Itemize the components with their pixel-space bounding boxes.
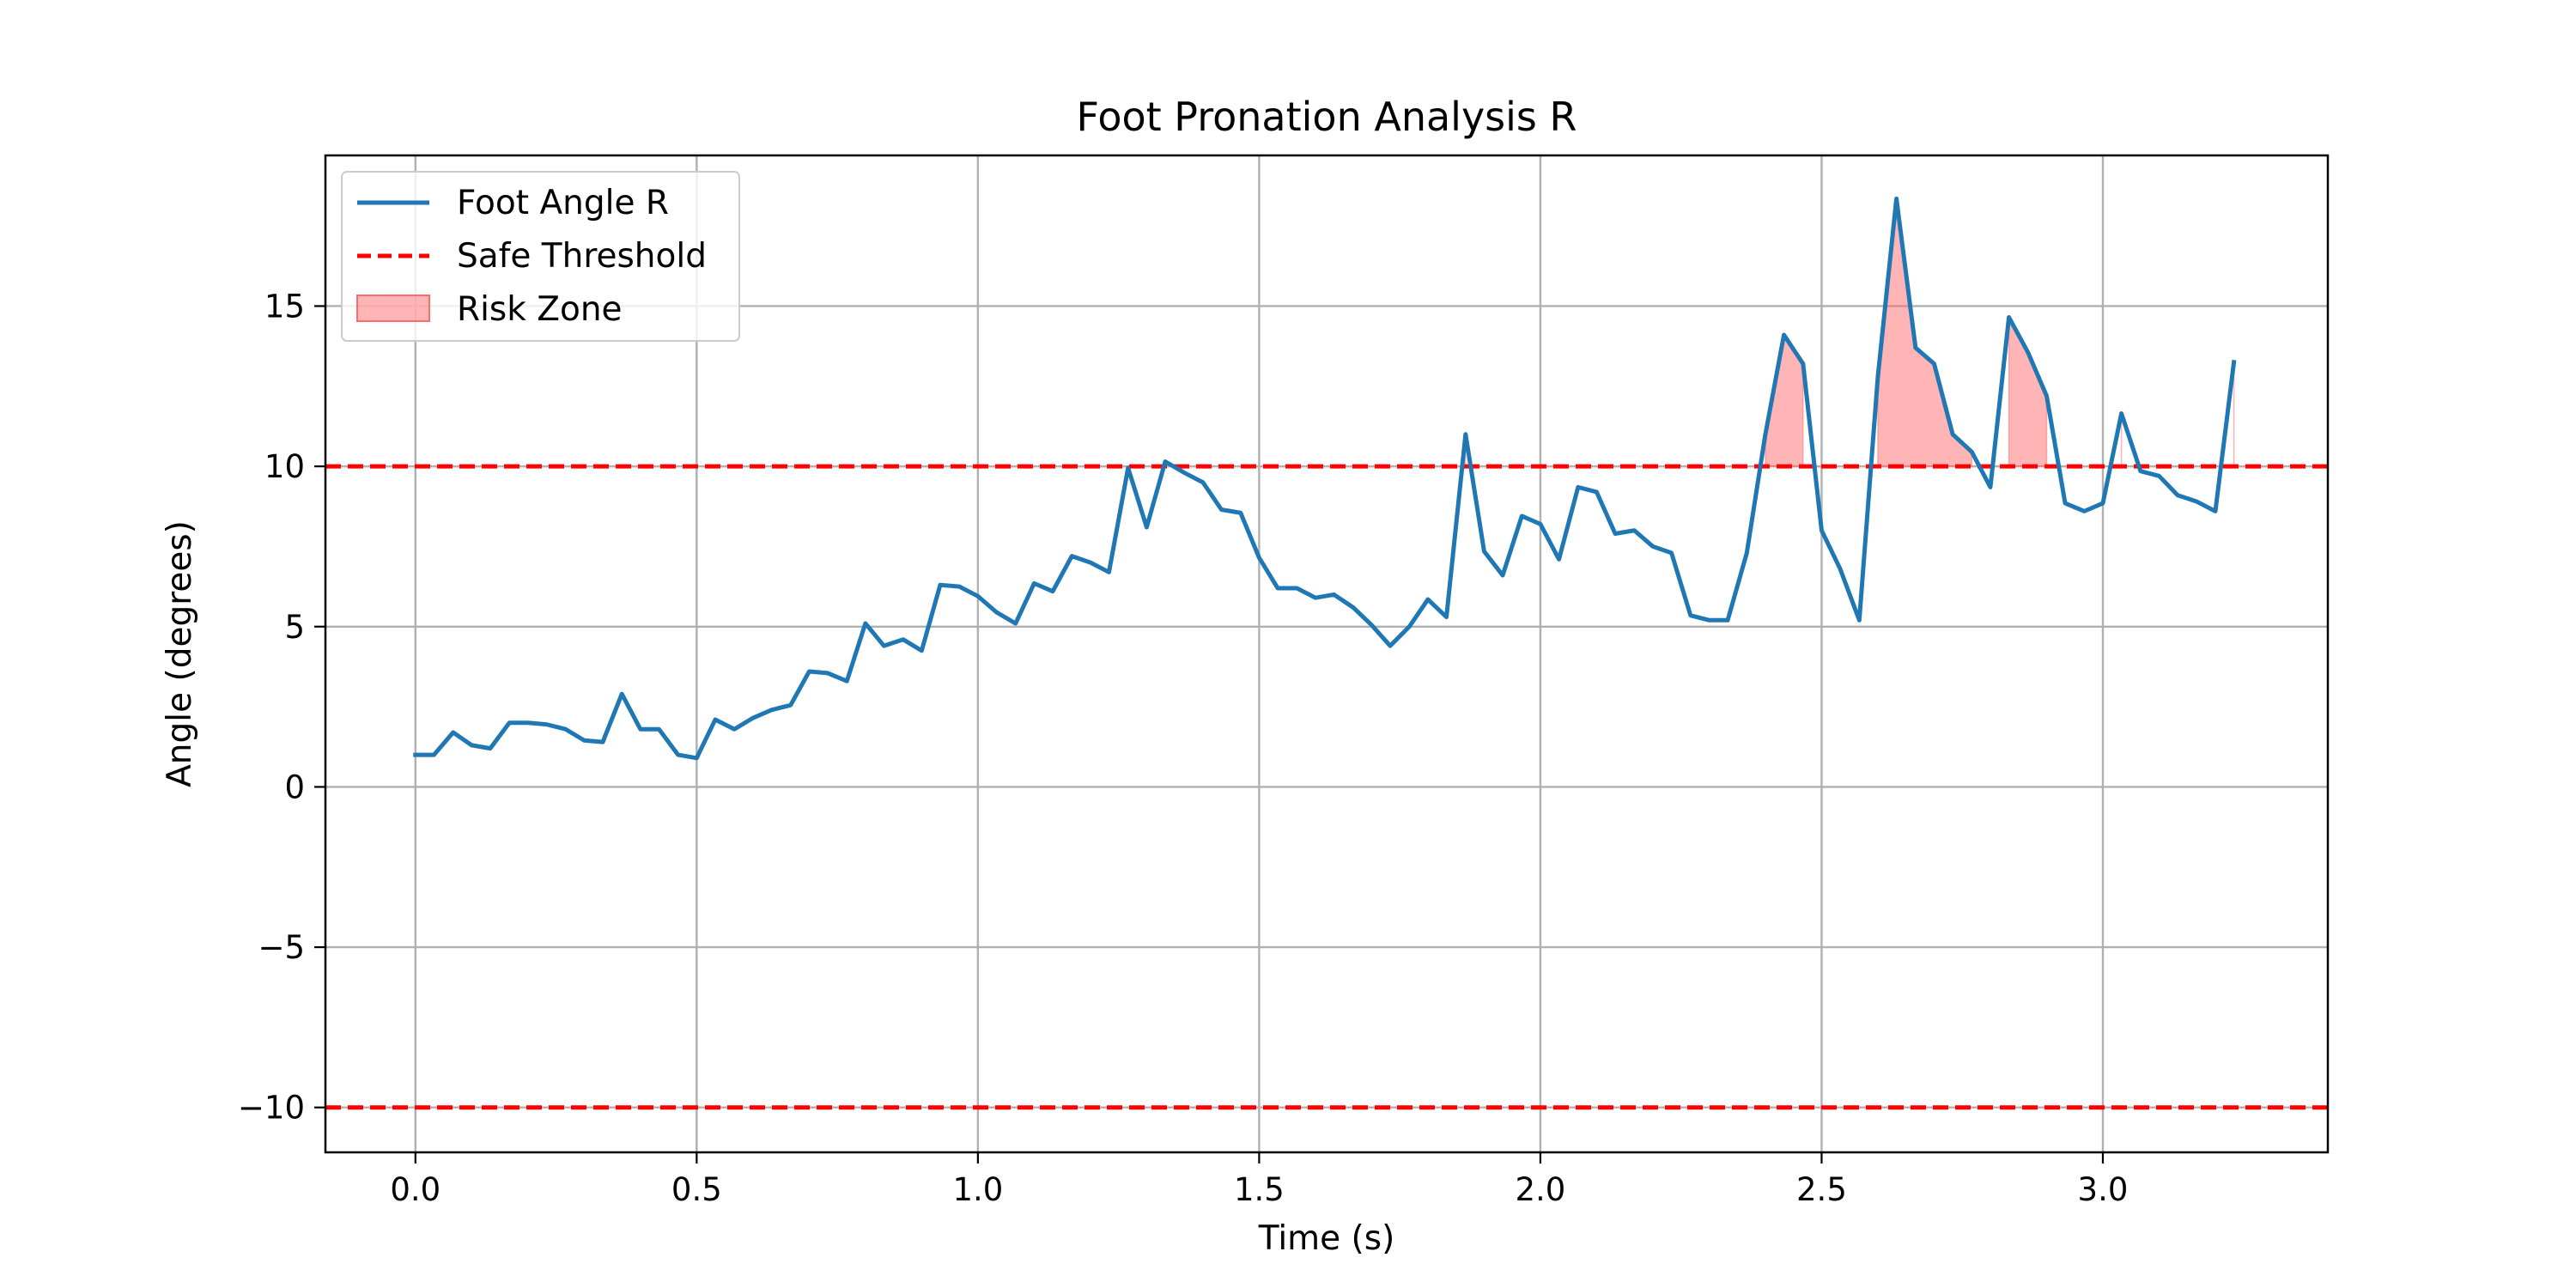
- y-tick-label: −5: [258, 929, 305, 966]
- legend-label-safe-threshold: Safe Threshold: [457, 237, 707, 276]
- plot-frame: [324, 154, 2330, 1154]
- legend-label-foot-angle: Foot Angle R: [457, 184, 669, 222]
- foot-angle-series: [413, 196, 2237, 761]
- y-tick-label: 10: [264, 448, 305, 485]
- grid: [325, 155, 2328, 1152]
- y-tick-label: −10: [238, 1090, 305, 1127]
- legend-label-risk-zone: Risk Zone: [457, 290, 623, 329]
- risk-zone-fills: [1164, 198, 2235, 467]
- x-axis-ticks: 0.0 0.5 1.0 1.5 2.0 2.5 3.0: [390, 1152, 2128, 1208]
- x-tick-label: 0.5: [671, 1171, 722, 1208]
- legend-box: [341, 171, 740, 342]
- x-axis-label: Time (s): [1258, 1219, 1395, 1258]
- chart-title: Foot Pronation Analysis R: [1077, 94, 1577, 140]
- legend: Foot Angle R Safe Threshold Risk Zone: [341, 171, 740, 342]
- x-tick-label: 1.0: [952, 1171, 1003, 1208]
- foot-angle-line: [413, 196, 2237, 761]
- y-axis-label: Angle (degrees): [161, 520, 199, 787]
- x-tick-label: 1.5: [1234, 1171, 1285, 1208]
- y-tick-label: 15: [264, 288, 305, 325]
- x-tick-label: 3.0: [2078, 1171, 2129, 1208]
- y-axis-ticks: −10 −5 0 5 10 15: [238, 288, 325, 1127]
- x-tick-label: 2.0: [1515, 1171, 1565, 1208]
- x-tick-label: 0.0: [390, 1171, 440, 1208]
- y-tick-label: 5: [284, 609, 305, 646]
- x-tick-label: 2.5: [1796, 1171, 1847, 1208]
- y-tick-label: 0: [284, 769, 305, 805]
- legend-swatch-risk-zone: [356, 295, 430, 322]
